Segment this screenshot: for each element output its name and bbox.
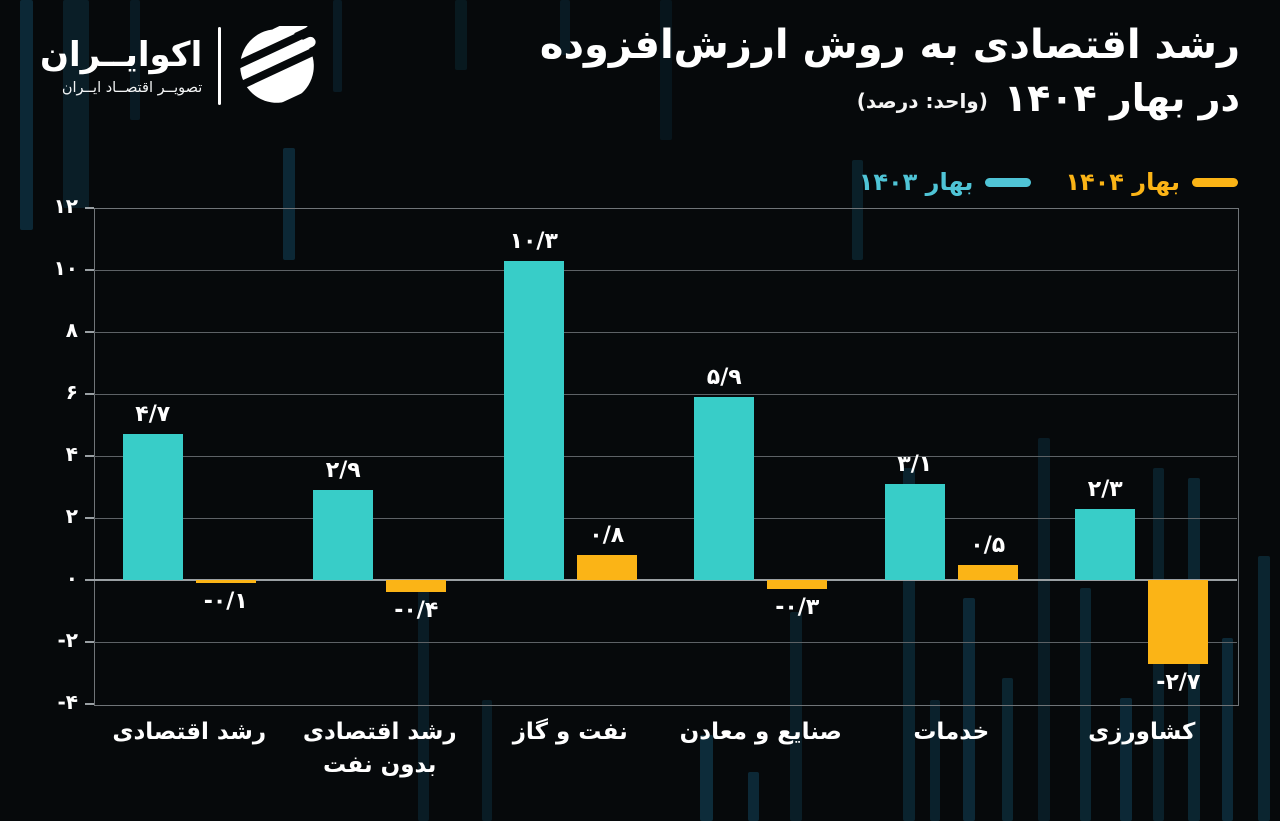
y-tick-label-8: ۸ (65, 318, 78, 342)
y-axis-tick-0 (85, 579, 94, 581)
title-line1: رشد اقتصادی به روش ارزش‌افزوده (539, 22, 1241, 68)
y-tick-label-2: ۲ (65, 504, 78, 528)
gridline-2 (94, 518, 1237, 519)
bar-value-s0-c1: ۲/۹ (325, 458, 361, 484)
bar-s1-c0 (195, 580, 256, 584)
background-bar (283, 148, 295, 260)
bar-s0-c4 (884, 483, 945, 580)
background-bar (963, 598, 975, 821)
background-bar (1038, 438, 1050, 821)
background-bar (930, 700, 940, 821)
background-bar (1002, 678, 1013, 821)
background-bar (1222, 638, 1233, 821)
bar-value-s0-c2: ۱۰/۳ (509, 228, 558, 254)
logo-divider (218, 27, 222, 105)
legend-item-1: بهار ۱۴۰۳ (859, 168, 1032, 196)
background-bar (1258, 556, 1270, 821)
y-tick-label-6: ۶ (65, 380, 78, 404)
background-bar (700, 735, 713, 821)
bar-value-s1-c0: -۰/۱ (203, 589, 248, 615)
legend-swatch-0 (1192, 177, 1238, 187)
background-bar (482, 700, 492, 821)
bar-s0-c2 (503, 260, 564, 580)
bar-s0-c3 (694, 397, 755, 580)
background-bar (1080, 588, 1091, 821)
bar-s0-c5 (1075, 508, 1136, 580)
background-bar (333, 0, 342, 92)
bar-s0-c0 (122, 434, 183, 580)
logo-text: اکوایــران تصویــر اقتصــاد ایــران (40, 35, 203, 96)
y-axis-tick-4 (85, 455, 94, 457)
bar-value-s0-c3: ۵/۹ (706, 365, 742, 391)
x-label-1: رشد اقتصادی بدون نفت (302, 719, 457, 779)
y-tick-label-12: ۱۲ (53, 194, 78, 218)
background-bar (560, 0, 570, 55)
background-bar (20, 0, 33, 230)
background-bar (63, 0, 89, 208)
y-tick-label-10: ۱۰ (53, 256, 78, 280)
x-label-3: صنایع و معادن (679, 719, 842, 745)
gridline-0 (94, 579, 1237, 581)
y-axis-tick-6 (85, 393, 94, 395)
bar-value-s0-c4: ۳/۱ (897, 451, 933, 477)
bar-s1-c5 (1148, 580, 1209, 664)
y-tick-label-0: ۰ (65, 566, 78, 590)
ecoiran-logo-icon (237, 26, 318, 106)
bar-value-s1-c2: ۰/۸ (589, 523, 625, 549)
title-line2-text: در بهار ۱۴۰۴ (1003, 76, 1240, 120)
bar-s1-c1 (386, 580, 447, 593)
bar-value-s0-c0: ۴/۷ (135, 402, 171, 428)
x-label-4: خدمات (913, 719, 990, 745)
y-axis-tick-2 (85, 517, 94, 519)
background-bar (1120, 698, 1132, 821)
x-label-5: کشاورزی (1088, 719, 1196, 745)
legend-swatch-1 (985, 177, 1032, 187)
gridline--2 (94, 642, 1237, 643)
legend-item-0: بهار ۱۴۰۴ (1065, 168, 1238, 196)
gridline-4 (94, 456, 1237, 457)
bar-value-s1-c3: -۰/۳ (775, 595, 820, 621)
bar-value-s0-c5: ۲/۳ (1087, 476, 1123, 502)
y-tick-label-4: ۴ (65, 442, 78, 466)
bar-value-s1-c5: -۲/۷ (1156, 669, 1201, 695)
x-label-0: رشد اقتصادی (112, 719, 267, 745)
legend: بهار ۱۴۰۴ بهار ۱۴۰۳ (859, 168, 1238, 196)
bar-s1-c4 (957, 564, 1018, 580)
gridline-6 (94, 394, 1237, 395)
background-bar (455, 0, 467, 70)
legend-label-1: بهار ۱۴۰۳ (858, 168, 974, 196)
bar-s1-c3 (767, 580, 828, 590)
plot-area-frame (94, 208, 1239, 706)
background-bar (852, 160, 863, 260)
logo-name: اکوایــران (40, 35, 203, 76)
ecoiran-logo: اکوایــران تصویــر اقتصــاد ایــران (40, 26, 318, 106)
bar-value-s1-c4: ۰/۵ (970, 532, 1006, 558)
background-bar (660, 0, 672, 140)
y-axis-tick--4 (85, 703, 94, 705)
y-axis-tick-8 (85, 331, 94, 333)
gridline-8 (94, 332, 1237, 333)
bar-s1-c2 (576, 555, 637, 580)
chart-title: رشد اقتصادی به روش ارزش‌افزوده در بهار ۱… (539, 22, 1241, 120)
gridline-10 (94, 270, 1237, 271)
logo-tagline: تصویــر اقتصــاد ایــران (61, 79, 203, 96)
background-bar (790, 612, 802, 821)
y-axis-tick-10 (85, 269, 94, 271)
legend-label-0: بهار ۱۴۰۴ (1065, 168, 1180, 196)
y-tick-label--4: -۴ (57, 690, 78, 714)
bar-s0-c1 (313, 490, 374, 580)
title-unit: (واحد: درصد) (856, 89, 988, 113)
y-axis-tick-12 (85, 207, 94, 209)
x-label-2: نفت و گاز (512, 719, 628, 745)
y-axis-tick--2 (85, 641, 94, 643)
background-bar (748, 772, 759, 821)
title-line2: در بهار ۱۴۰۴ (واحد: درصد) (540, 76, 1240, 120)
bar-value-s1-c1: -۰/۴ (394, 598, 439, 624)
background-bar (418, 585, 429, 821)
y-tick-label--2: -۲ (57, 628, 78, 652)
background-bar (130, 0, 140, 120)
